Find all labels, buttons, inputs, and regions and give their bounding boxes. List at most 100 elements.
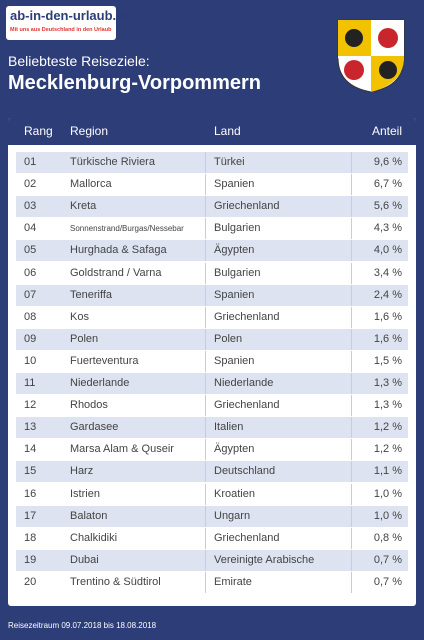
cell: Harz xyxy=(70,465,94,478)
cell: 15 xyxy=(24,465,37,478)
column-header: Region xyxy=(70,124,109,138)
column-header: Anteil xyxy=(371,124,402,138)
cell: 19 xyxy=(24,553,37,566)
cell: 06 xyxy=(24,266,37,279)
cell: 18 xyxy=(24,531,37,544)
row-bg xyxy=(16,218,408,240)
row-bg xyxy=(16,483,408,505)
column-header: Rang xyxy=(24,124,53,138)
cell: Spanien xyxy=(214,288,255,301)
cell-divider xyxy=(205,174,206,196)
cell: 16 xyxy=(24,487,37,500)
cell-divider xyxy=(351,152,352,173)
cell-divider xyxy=(351,350,352,372)
tagline: Mit uns aus Deutschland in den Urlaub xyxy=(10,27,112,33)
cell-divider xyxy=(205,350,206,372)
cell: 02 xyxy=(24,178,37,191)
cell-divider xyxy=(205,527,206,549)
cell: 3,4 % xyxy=(373,266,402,279)
cell-divider xyxy=(351,527,352,549)
cell-divider xyxy=(351,461,352,483)
logo-box: ab-in-den-urlaub.de Mit uns aus Deutschl… xyxy=(6,6,131,40)
cell: 12 xyxy=(24,399,37,412)
row-bg xyxy=(16,505,408,527)
cell-divider xyxy=(351,417,352,439)
cell: Mallorca xyxy=(70,178,112,191)
cell-divider xyxy=(205,549,206,571)
row-bg xyxy=(16,196,408,218)
cell: 1,0 % xyxy=(373,509,402,522)
row-bg xyxy=(16,306,408,328)
cell: 13 xyxy=(24,421,37,434)
cell: 01 xyxy=(24,156,37,168)
cell-divider xyxy=(351,284,352,306)
cell-divider xyxy=(351,262,352,284)
cell: Bulgarien xyxy=(214,266,261,279)
logo: ab-in-den-urlaub.de xyxy=(10,8,132,23)
cell-divider xyxy=(351,218,352,240)
column-header: Land xyxy=(214,124,241,138)
row-bg xyxy=(16,284,408,306)
cell: 05 xyxy=(24,244,37,257)
cell-divider xyxy=(205,373,206,394)
cell-divider xyxy=(205,196,206,218)
cell: 1,2 % xyxy=(373,421,402,434)
cell-divider xyxy=(351,571,352,593)
cell: 09 xyxy=(24,332,37,345)
cell: Balaton xyxy=(70,509,108,522)
cell: Hurghada & Safaga xyxy=(70,244,167,257)
cell: 03 xyxy=(24,200,37,213)
cell: Vereinigte Arabische xyxy=(214,553,315,566)
cell: Griechenland xyxy=(214,310,280,323)
row-bg xyxy=(16,240,408,262)
cell: 07 xyxy=(24,288,37,301)
cell-divider xyxy=(351,505,352,527)
row-bg xyxy=(16,350,408,372)
cell-divider xyxy=(205,218,206,240)
cell-divider xyxy=(351,328,352,350)
cell: Ägypten xyxy=(214,244,255,257)
cell: Kos xyxy=(70,310,89,323)
cell: 6,7 % xyxy=(373,178,402,191)
row-bg xyxy=(16,152,408,173)
cell: Spanien xyxy=(214,178,255,191)
cell-divider xyxy=(351,306,352,328)
cell: 5,6 % xyxy=(373,200,402,213)
table-header xyxy=(8,118,416,145)
subtitle: Beliebteste Reiseziele: xyxy=(8,53,150,69)
cell: Dubai xyxy=(70,553,99,566)
cell: Goldstrand / Varna xyxy=(70,266,162,279)
cell: Fuerteventura xyxy=(70,354,139,367)
cell: Griechenland xyxy=(214,399,280,412)
cell-divider xyxy=(205,328,206,350)
cell: 20 xyxy=(24,575,37,588)
cell-divider xyxy=(205,284,206,306)
cell-divider xyxy=(205,395,206,417)
cell: Emirate xyxy=(214,575,252,588)
cell: Polen xyxy=(214,332,243,345)
cell-divider xyxy=(351,395,352,417)
cell-divider xyxy=(205,571,206,593)
cell: Spanien xyxy=(214,354,255,367)
cell: 1,1 % xyxy=(373,465,402,478)
row-bg xyxy=(16,417,408,439)
row-bg xyxy=(16,571,408,593)
cell: Kroatien xyxy=(214,487,255,500)
cell-divider xyxy=(351,196,352,218)
cell: 04 xyxy=(24,222,37,235)
cell: Ungarn xyxy=(214,509,251,522)
cell-divider xyxy=(205,152,206,173)
cell: Polen xyxy=(70,332,99,345)
cell: 0,7 % xyxy=(373,575,402,588)
cell: 1,0 % xyxy=(373,487,402,500)
cell: Griechenland xyxy=(214,200,280,213)
cell: Istrien xyxy=(70,487,100,500)
cell: 11 xyxy=(24,377,36,389)
cell-divider xyxy=(351,174,352,196)
cell: Deutschland xyxy=(214,465,276,478)
cell-divider xyxy=(351,483,352,505)
coat-of-arms xyxy=(337,19,405,93)
cell: Bulgarien xyxy=(214,222,261,235)
cell-divider xyxy=(205,483,206,505)
